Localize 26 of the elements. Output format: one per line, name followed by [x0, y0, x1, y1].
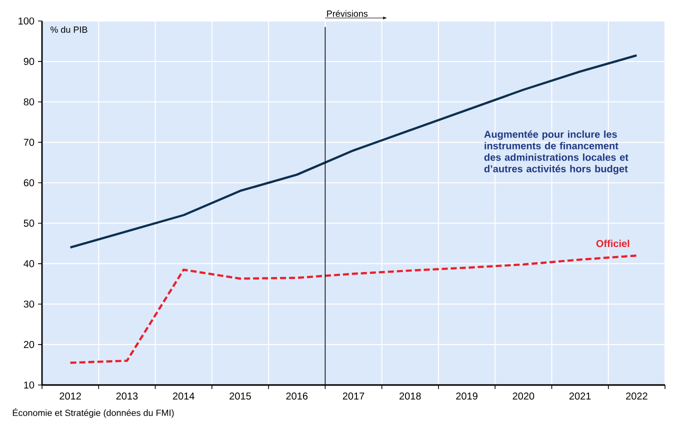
y-tick-label: 70 [24, 138, 34, 146]
x-tick-label: 2015 [230, 392, 251, 400]
text: Augmentée pour inclure les instruments de financement des administrations locales et d’autres activités hors budget [484, 130, 628, 174]
x-tick-label: 2020 [512, 392, 534, 400]
x-tick-label: 2013 [116, 392, 138, 400]
y-tick-label: 60 [24, 179, 34, 186]
x-tick-label: 2018 [400, 392, 421, 400]
x-tick-label: 2021 [569, 392, 591, 400]
y-tick-label: 100 [18, 17, 34, 25]
x-tick-label: 2022 [626, 392, 648, 400]
y-tick-label: 50 [24, 220, 34, 227]
y-axis-title: % du PIB [50, 26, 88, 33]
y-tick-label: 30 [24, 300, 34, 308]
x-tick-label: 2016 [286, 392, 308, 400]
x-tick-label: 2012 [60, 392, 81, 400]
y-tick-label: 40 [24, 260, 34, 268]
y-tick-label: 10 [24, 381, 34, 389]
x-tick-label: 2017 [342, 392, 364, 400]
text: Économie et Stratégie (données du FMI) [12, 408, 174, 418]
legend-label: Prévisions [327, 10, 368, 17]
series-label: Officiel [596, 240, 630, 248]
y-tick-label: 90 [24, 58, 34, 65]
x-tick-label: 2019 [456, 392, 478, 400]
x-tick-label: 2014 [172, 392, 194, 400]
y-tick-label: 80 [24, 98, 34, 106]
y-tick-label: 20 [24, 341, 34, 348]
